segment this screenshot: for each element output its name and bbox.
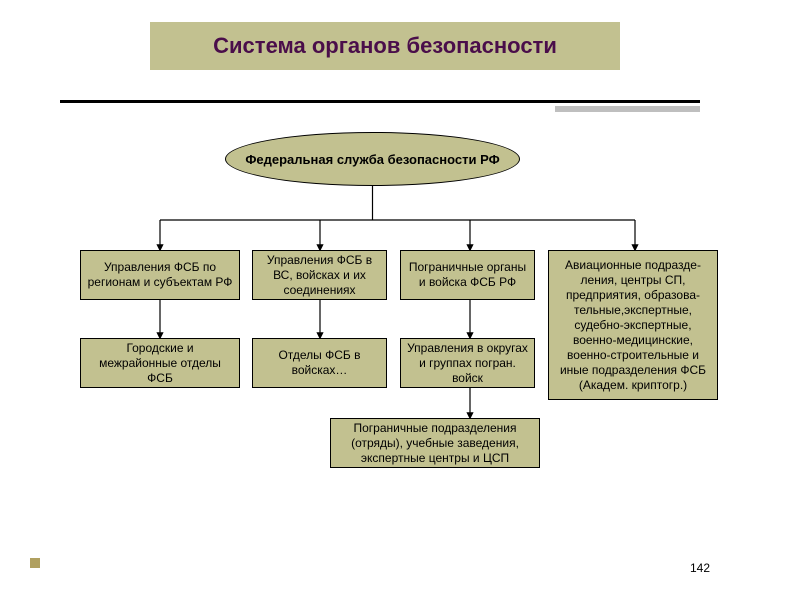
corner-decoration [30,558,40,568]
page-title: Система органов безопасности [150,22,620,70]
divider-shadow [555,106,700,112]
node-b4: Авиационные подразде-ления, центры СП, п… [548,250,718,400]
node-c3: Управления в округах и группах погран. в… [400,338,535,388]
node-b3: Пограничные органы и войска ФСБ РФ [400,250,535,300]
divider-main [60,100,700,103]
node-b1: Управления ФСБ по регионам и субъектам Р… [80,250,240,300]
page-number: 142 [690,561,710,575]
root-node: Федеральная служба безопасности РФ [225,132,520,186]
node-c1: Городские и межрайонные отделы ФСБ [80,338,240,388]
node-b2: Управления ФСБ в ВС, войсках и их соедин… [252,250,387,300]
node-d3: Пограничные подразделения (отряды), учеб… [330,418,540,468]
node-c2: Отделы ФСБ в войсках… [252,338,387,388]
